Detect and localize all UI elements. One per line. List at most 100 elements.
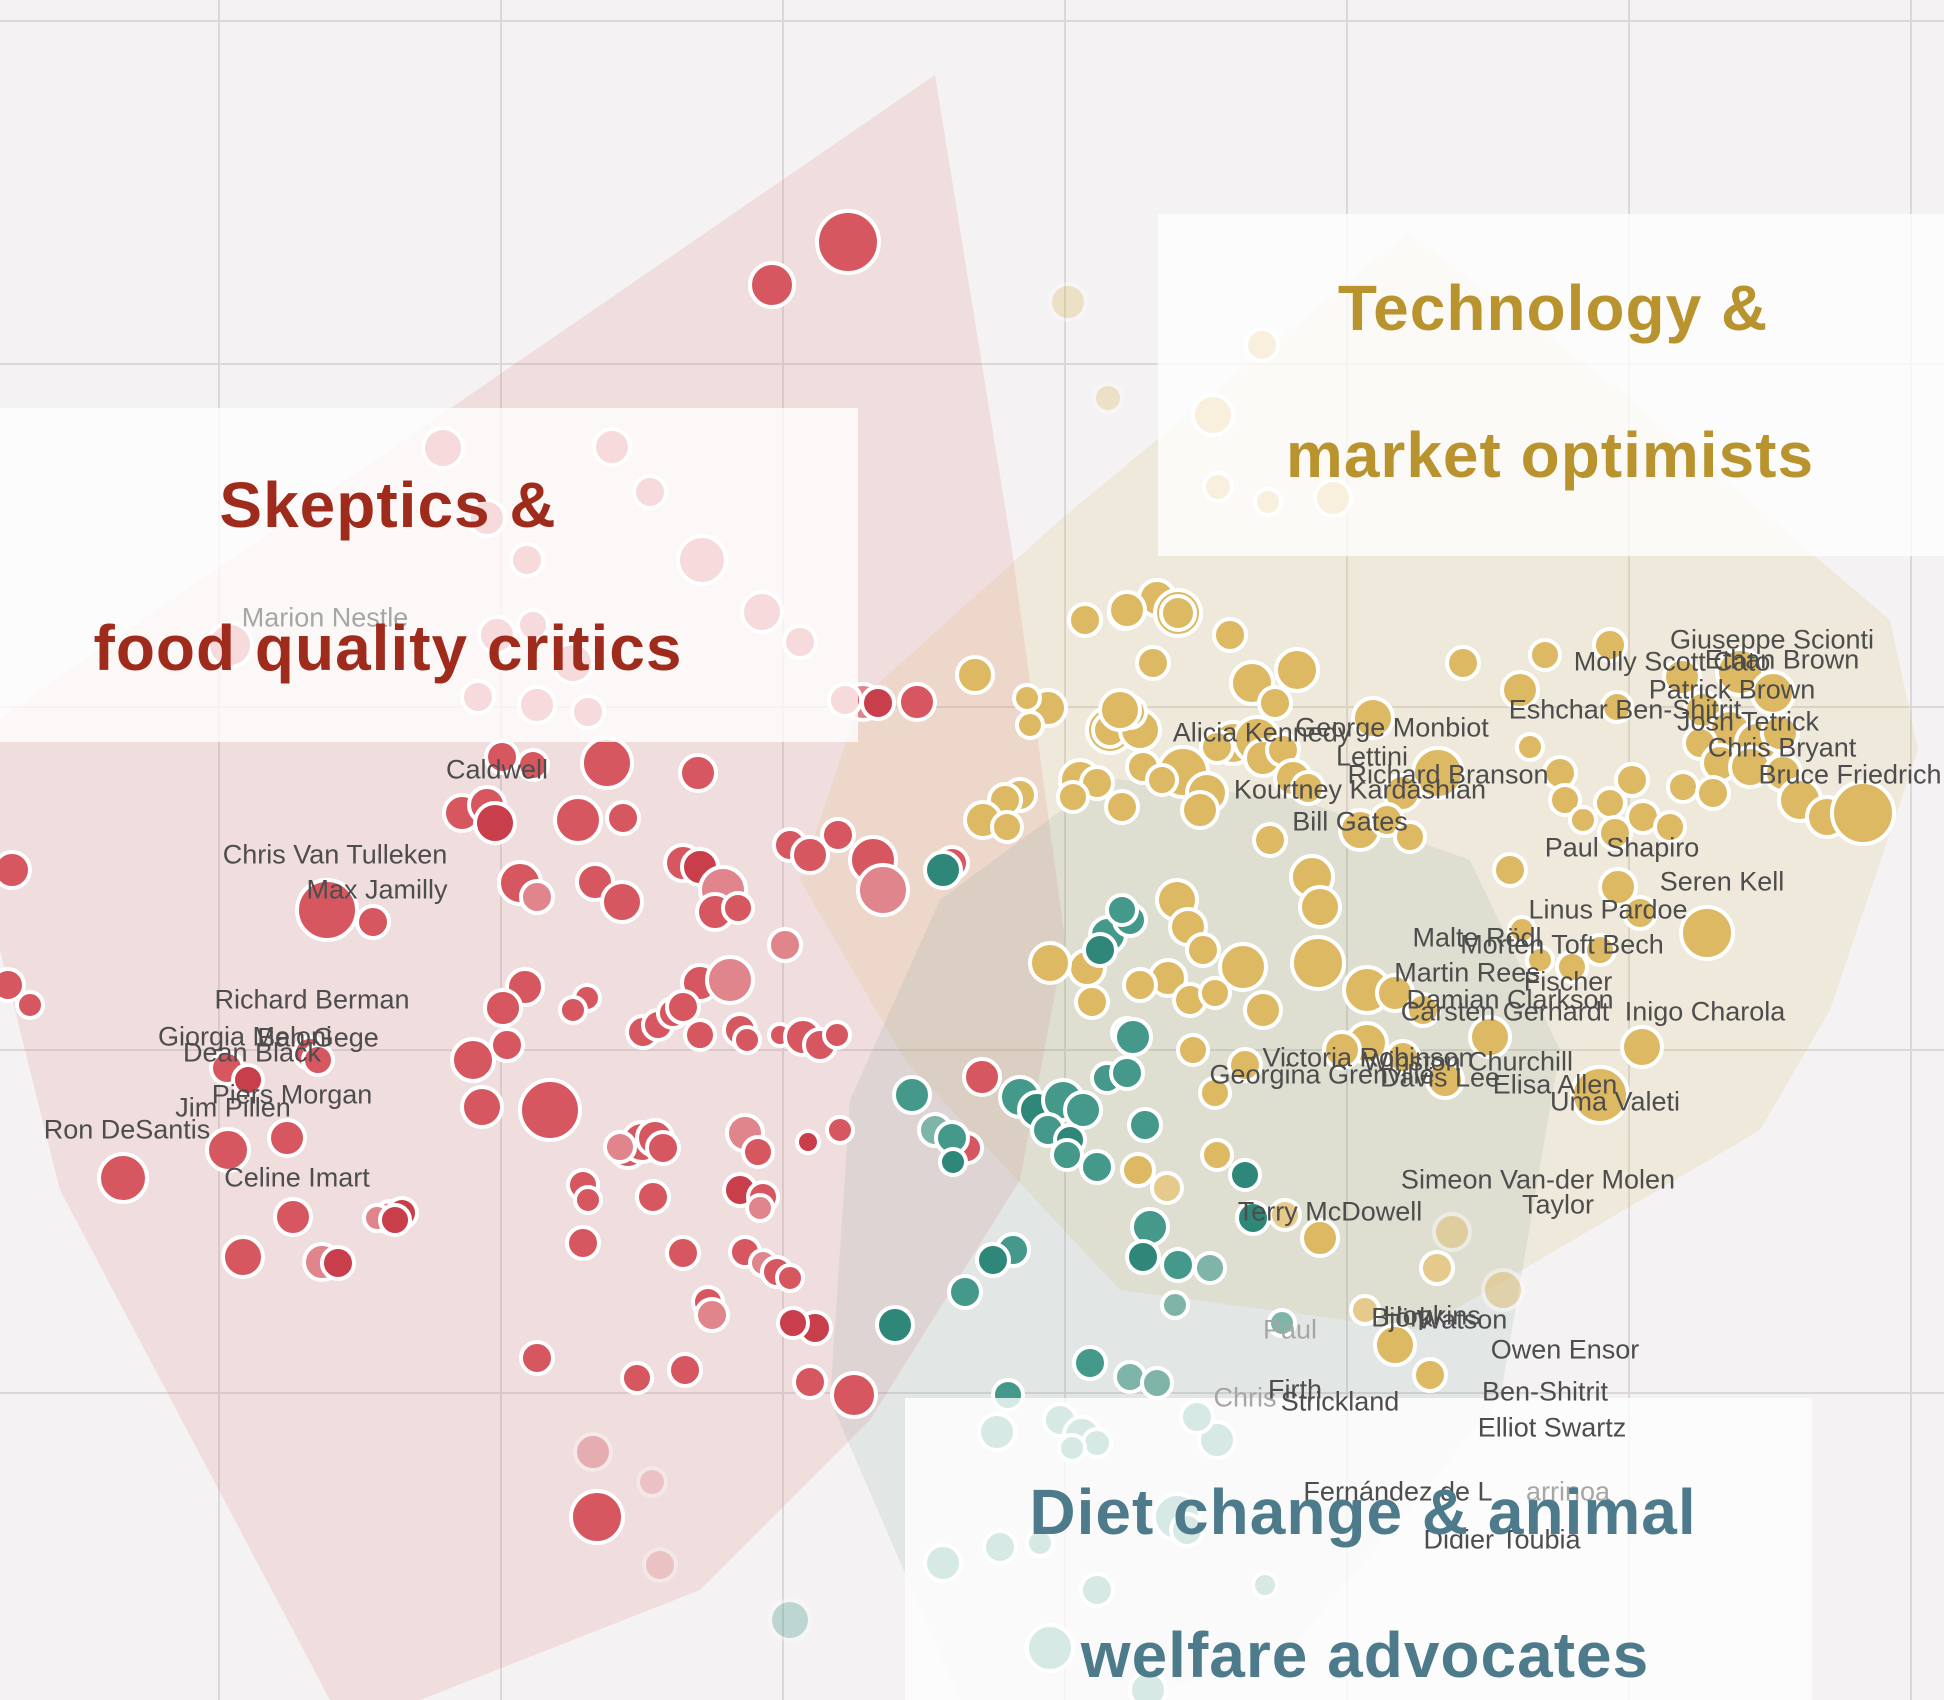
data-point-tech[interactable] <box>1393 820 1427 854</box>
data-point-tech[interactable] <box>1227 1047 1263 1083</box>
data-point-tech[interactable] <box>1067 602 1103 638</box>
data-point-diet[interactable] <box>1105 893 1139 927</box>
data-point-tech[interactable] <box>1252 822 1288 858</box>
data-point-tech[interactable] <box>1597 815 1633 851</box>
data-point-skeptics[interactable] <box>728 1235 762 1269</box>
data-point-skeptics[interactable] <box>636 1466 668 1498</box>
data-point-tech[interactable] <box>1180 790 1220 830</box>
data-point-tech[interactable] <box>1679 905 1735 961</box>
data-point-skeptics[interactable] <box>665 1235 701 1271</box>
data-point-tech[interactable] <box>1653 810 1687 844</box>
data-point-tech[interactable] <box>1274 647 1320 693</box>
data-point-tech[interactable] <box>990 810 1024 844</box>
data-point-tech[interactable] <box>1593 786 1627 820</box>
data-point-diet[interactable] <box>1160 1247 1196 1283</box>
data-point-skeptics[interactable] <box>273 1197 313 1237</box>
data-point-skeptics[interactable] <box>573 1185 603 1215</box>
data-point-tech[interactable] <box>1369 802 1405 838</box>
data-point-skeptics[interactable] <box>575 862 615 902</box>
data-point-tech[interactable] <box>1525 945 1555 975</box>
data-point-tech[interactable] <box>1419 1250 1455 1286</box>
data-point-skeptics[interactable] <box>295 878 359 942</box>
data-point-tech[interactable] <box>1375 973 1415 1013</box>
data-point-skeptics[interactable] <box>378 1203 412 1237</box>
data-point-tech[interactable] <box>1153 588 1203 638</box>
data-point-tech[interactable] <box>1570 1065 1630 1125</box>
data-point-skeptics[interactable] <box>830 1371 878 1419</box>
data-point-diet[interactable] <box>1140 1366 1174 1400</box>
data-point-tech[interactable] <box>1468 1015 1512 1059</box>
data-point-skeptics[interactable] <box>897 682 937 722</box>
data-point-diet[interactable] <box>1125 1239 1161 1275</box>
data-point-tech[interactable] <box>1015 710 1045 740</box>
data-point-skeptics[interactable] <box>678 753 718 793</box>
data-point-tech[interactable] <box>1622 895 1658 931</box>
data-point-skeptics[interactable] <box>519 1340 555 1376</box>
data-point-skeptics[interactable] <box>683 1018 717 1052</box>
data-point-tech[interactable] <box>1098 688 1142 732</box>
data-point-tech[interactable] <box>1229 660 1275 706</box>
data-point-skeptics[interactable] <box>645 1130 681 1166</box>
data-point-tech[interactable] <box>1445 645 1481 681</box>
data-point-skeptics[interactable] <box>790 835 830 875</box>
data-point-tech[interactable] <box>1176 1033 1210 1067</box>
data-point-tech[interactable] <box>1199 729 1235 765</box>
data-point-tech[interactable] <box>955 655 995 695</box>
data-point-skeptics[interactable] <box>231 1063 265 1097</box>
data-point-skeptics[interactable] <box>825 1115 855 1145</box>
data-point-skeptics[interactable] <box>605 800 641 836</box>
data-point-tech[interactable] <box>1481 1268 1525 1312</box>
data-point-tech[interactable] <box>1185 932 1221 968</box>
data-point-diet[interactable] <box>1235 1200 1271 1236</box>
data-point-tech[interactable] <box>1218 942 1268 992</box>
data-point-tech[interactable] <box>1500 670 1540 710</box>
data-point-tech[interactable] <box>1492 852 1528 888</box>
data-point-diet[interactable] <box>1109 1055 1145 1091</box>
data-point-skeptics[interactable] <box>489 1027 525 1063</box>
data-point-tech[interactable] <box>1830 780 1896 846</box>
data-point-skeptics[interactable] <box>267 1118 307 1158</box>
data-point-skeptics[interactable] <box>600 880 644 924</box>
data-point-tech[interactable] <box>1592 627 1628 663</box>
data-point-skeptics[interactable] <box>815 209 881 275</box>
data-point-tech[interactable] <box>1198 1076 1232 1110</box>
data-point-skeptics[interactable] <box>221 1235 265 1279</box>
data-point-tech[interactable] <box>1760 713 1800 753</box>
data-point-tech[interactable] <box>1122 967 1158 1003</box>
data-point-skeptics[interactable] <box>705 955 755 1005</box>
data-point-diet[interactable] <box>1160 1290 1190 1320</box>
data-point-skeptics[interactable] <box>767 927 803 963</box>
data-point-skeptics[interactable] <box>745 1193 775 1223</box>
data-point-skeptics[interactable] <box>667 1352 703 1388</box>
data-point-skeptics[interactable] <box>860 685 896 721</box>
data-point-skeptics[interactable] <box>0 850 32 890</box>
data-point-skeptics[interactable] <box>820 817 856 853</box>
data-point-tech[interactable] <box>1515 732 1545 762</box>
data-point-tech[interactable] <box>1135 645 1171 681</box>
data-point-diet[interactable] <box>875 1305 915 1345</box>
data-point-skeptics[interactable] <box>450 1037 496 1083</box>
data-point-tech[interactable] <box>1620 1025 1664 1069</box>
data-point-tech[interactable] <box>1322 1030 1362 1070</box>
data-point-tech[interactable] <box>1432 1212 1472 1252</box>
data-point-skeptics[interactable] <box>694 1297 730 1333</box>
data-point-skeptics[interactable] <box>620 1361 654 1395</box>
data-point-tech[interactable] <box>1145 763 1179 797</box>
data-point-skeptics[interactable] <box>565 1225 601 1261</box>
data-point-skeptics[interactable] <box>741 1135 775 1169</box>
data-point-skeptics[interactable] <box>776 1306 810 1340</box>
data-point-diet[interactable] <box>1193 1251 1227 1285</box>
data-point-diet[interactable] <box>1113 1017 1153 1057</box>
data-point-tech[interactable] <box>1555 950 1589 984</box>
data-point-tech[interactable] <box>1200 1138 1234 1172</box>
data-point-tech[interactable] <box>1150 1171 1184 1205</box>
data-point-skeptics[interactable] <box>822 1020 852 1050</box>
data-point-diet[interactable] <box>938 1147 968 1177</box>
data-point-tech[interactable] <box>1425 1060 1465 1100</box>
data-point-tech[interactable] <box>1012 683 1042 713</box>
data-point-skeptics[interactable] <box>553 795 603 845</box>
data-point-tech[interactable] <box>1385 1039 1421 1075</box>
data-point-diet[interactable] <box>1228 1158 1262 1192</box>
data-point-skeptics[interactable] <box>748 261 796 309</box>
data-point-skeptics[interactable] <box>320 1245 356 1281</box>
